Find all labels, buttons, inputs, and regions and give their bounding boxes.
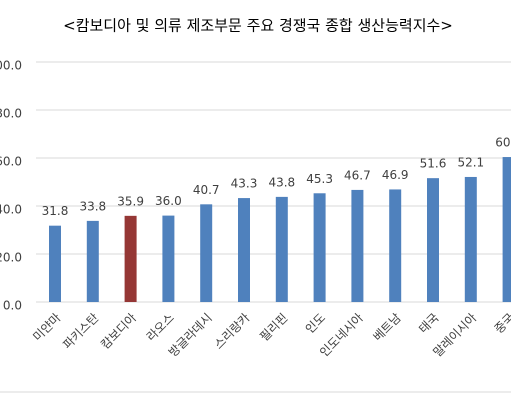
data-label: 60.4 xyxy=(495,136,511,150)
data-label: 40.7 xyxy=(193,183,220,197)
x-tick-label: 미얀마 xyxy=(30,311,63,344)
chart-title: <캄보디아 및 의류 제조부문 주요 경쟁국 종합 생산능력지수> xyxy=(63,17,453,35)
data-label: 52.1 xyxy=(457,155,484,169)
data-label: 36.0 xyxy=(155,194,182,208)
bar xyxy=(162,215,175,302)
data-label: 46.9 xyxy=(382,168,409,182)
bar xyxy=(389,189,402,302)
bar xyxy=(313,193,326,302)
x-tick-label: 스리랑카 xyxy=(211,311,252,352)
x-tick-label: 중국 xyxy=(492,311,511,337)
data-label: 51.6 xyxy=(420,157,447,171)
y-tick-label: 100.0 xyxy=(0,59,22,73)
x-tick-label: 인도 xyxy=(303,311,329,337)
x-tick-label: 베트남 xyxy=(370,311,403,344)
bar xyxy=(351,189,364,302)
bar xyxy=(502,157,511,302)
bar xyxy=(124,215,137,302)
data-label: 43.8 xyxy=(268,175,295,189)
bar xyxy=(427,178,439,302)
bar xyxy=(238,198,250,302)
bar xyxy=(49,225,61,302)
data-label: 33.8 xyxy=(79,199,106,213)
bar xyxy=(464,176,477,302)
data-label: 46.7 xyxy=(344,168,371,182)
data-label: 31.8 xyxy=(42,204,69,218)
y-tick-label: 0.0 xyxy=(3,299,22,313)
data-label: 43.3 xyxy=(231,177,258,191)
y-tick-label: 60.0 xyxy=(0,155,22,169)
x-tick-label: 라오스 xyxy=(144,311,177,344)
y-tick-label: 20.0 xyxy=(0,251,22,265)
bar xyxy=(275,196,288,302)
bar xyxy=(200,204,213,302)
x-tick-label: 캄보디아 xyxy=(98,311,139,352)
data-label: 45.3 xyxy=(306,172,333,186)
x-tick-label: 파키스탄 xyxy=(60,311,101,352)
y-tick-label: 40.0 xyxy=(0,203,22,217)
bar xyxy=(86,220,99,302)
x-tick-label: 태국 xyxy=(416,311,442,337)
x-tick-label: 필리핀 xyxy=(257,311,290,344)
data-label: 35.9 xyxy=(117,194,144,208)
y-tick-label: 80.0 xyxy=(0,107,22,121)
